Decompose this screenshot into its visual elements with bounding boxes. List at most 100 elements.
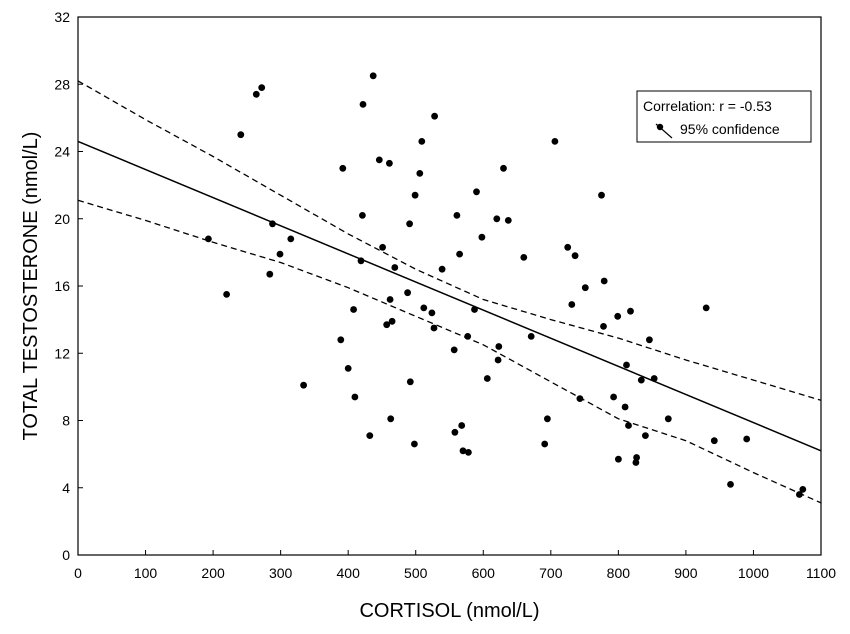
data-point	[743, 435, 751, 443]
data-point	[383, 321, 391, 329]
data-point	[600, 277, 608, 285]
x-tick-label: 1100	[806, 565, 836, 581]
data-point	[621, 403, 629, 411]
x-axis-title: CORTISOL (nmol/L)	[359, 600, 539, 622]
data-point	[568, 301, 576, 308]
x-tick-label: 600	[472, 565, 496, 581]
y-tick-label: 20	[54, 211, 70, 227]
data-point	[411, 440, 418, 448]
data-point	[483, 375, 491, 382]
x-tick-label: 0	[74, 565, 82, 581]
data-point	[458, 422, 466, 429]
data-point	[258, 84, 266, 91]
data-point	[369, 72, 377, 80]
x-tick-label: 200	[201, 565, 225, 581]
data-point	[366, 432, 374, 439]
data-point	[493, 215, 501, 223]
data-point	[478, 233, 486, 241]
data-points	[205, 72, 807, 498]
data-point	[357, 257, 365, 265]
data-point	[450, 346, 458, 354]
legend-box	[636, 90, 812, 143]
y-axis-title: TOTAL TESTOSTERONE (nmol/L)	[20, 132, 42, 441]
x-tick-label: 800	[607, 565, 631, 581]
data-point	[428, 309, 436, 317]
data-point	[471, 306, 478, 313]
data-point	[646, 336, 653, 344]
data-point	[494, 356, 502, 364]
y-tick-label: 32	[54, 9, 70, 25]
data-point	[287, 235, 295, 243]
data-point	[237, 131, 245, 139]
x-tick-label: 900	[674, 565, 698, 581]
data-point	[459, 447, 467, 455]
data-point	[527, 333, 535, 340]
data-point	[544, 415, 551, 423]
data-point	[650, 375, 658, 382]
y-tick-label: 28	[54, 76, 70, 92]
data-point	[796, 491, 803, 498]
confidence-upper-line	[77, 80, 822, 401]
data-point	[504, 217, 512, 224]
x-tick-label: 300	[269, 565, 293, 581]
data-point	[520, 254, 528, 261]
data-point	[344, 365, 352, 372]
data-point	[252, 90, 260, 98]
data-point	[500, 164, 507, 172]
data-point	[642, 432, 649, 439]
data-point	[576, 395, 584, 402]
data-point	[633, 454, 640, 461]
x-axis-ticks: 0 100 200 300 400 500 600 700 800 900 1000 1100	[74, 550, 836, 581]
legend-entry-confidence: 95% confidence	[680, 121, 780, 137]
data-point	[625, 422, 632, 429]
data-point	[571, 252, 579, 260]
y-axis-ticks: 0 4 8 12 16 20 24 28 32	[54, 9, 83, 563]
y-tick-label: 8	[62, 413, 70, 429]
y-tick-label: 24	[54, 144, 70, 160]
data-point	[411, 191, 419, 199]
data-point	[637, 376, 645, 384]
data-point	[799, 486, 807, 493]
data-point	[269, 220, 276, 228]
data-point	[375, 156, 383, 164]
data-point	[627, 307, 634, 315]
x-tick-label: 100	[134, 565, 158, 581]
data-point	[453, 212, 461, 219]
data-point	[473, 188, 480, 196]
x-tick-label: 1000	[738, 565, 769, 581]
regression-line	[77, 140, 822, 452]
data-point	[416, 170, 424, 177]
data-point	[388, 317, 396, 325]
data-point	[710, 437, 718, 445]
data-point	[387, 415, 395, 423]
y-tick-label: 0	[62, 547, 70, 563]
data-point	[418, 138, 426, 145]
data-point	[456, 250, 463, 258]
data-point	[276, 250, 284, 258]
data-point	[623, 361, 630, 369]
legend-entry-correlation: Correlation: r = -0.53	[643, 98, 772, 114]
legend: Correlation: r = -0.53 95% confidence	[636, 90, 812, 143]
data-point	[614, 312, 622, 320]
data-point	[359, 212, 366, 219]
data-point	[350, 306, 357, 313]
data-point	[551, 138, 559, 145]
data-point	[300, 381, 307, 389]
data-point	[359, 101, 367, 108]
data-point	[420, 304, 428, 312]
data-point	[541, 440, 549, 448]
x-tick-label: 700	[539, 565, 563, 581]
data-point	[223, 291, 231, 298]
data-point	[431, 112, 438, 120]
data-point	[339, 164, 347, 172]
data-point	[598, 191, 605, 199]
data-point	[205, 235, 212, 243]
data-point	[615, 455, 622, 463]
data-point	[438, 265, 446, 273]
data-point	[406, 220, 413, 228]
data-point	[664, 415, 672, 423]
data-point	[632, 459, 640, 466]
data-point	[727, 481, 734, 488]
data-point	[702, 304, 710, 312]
